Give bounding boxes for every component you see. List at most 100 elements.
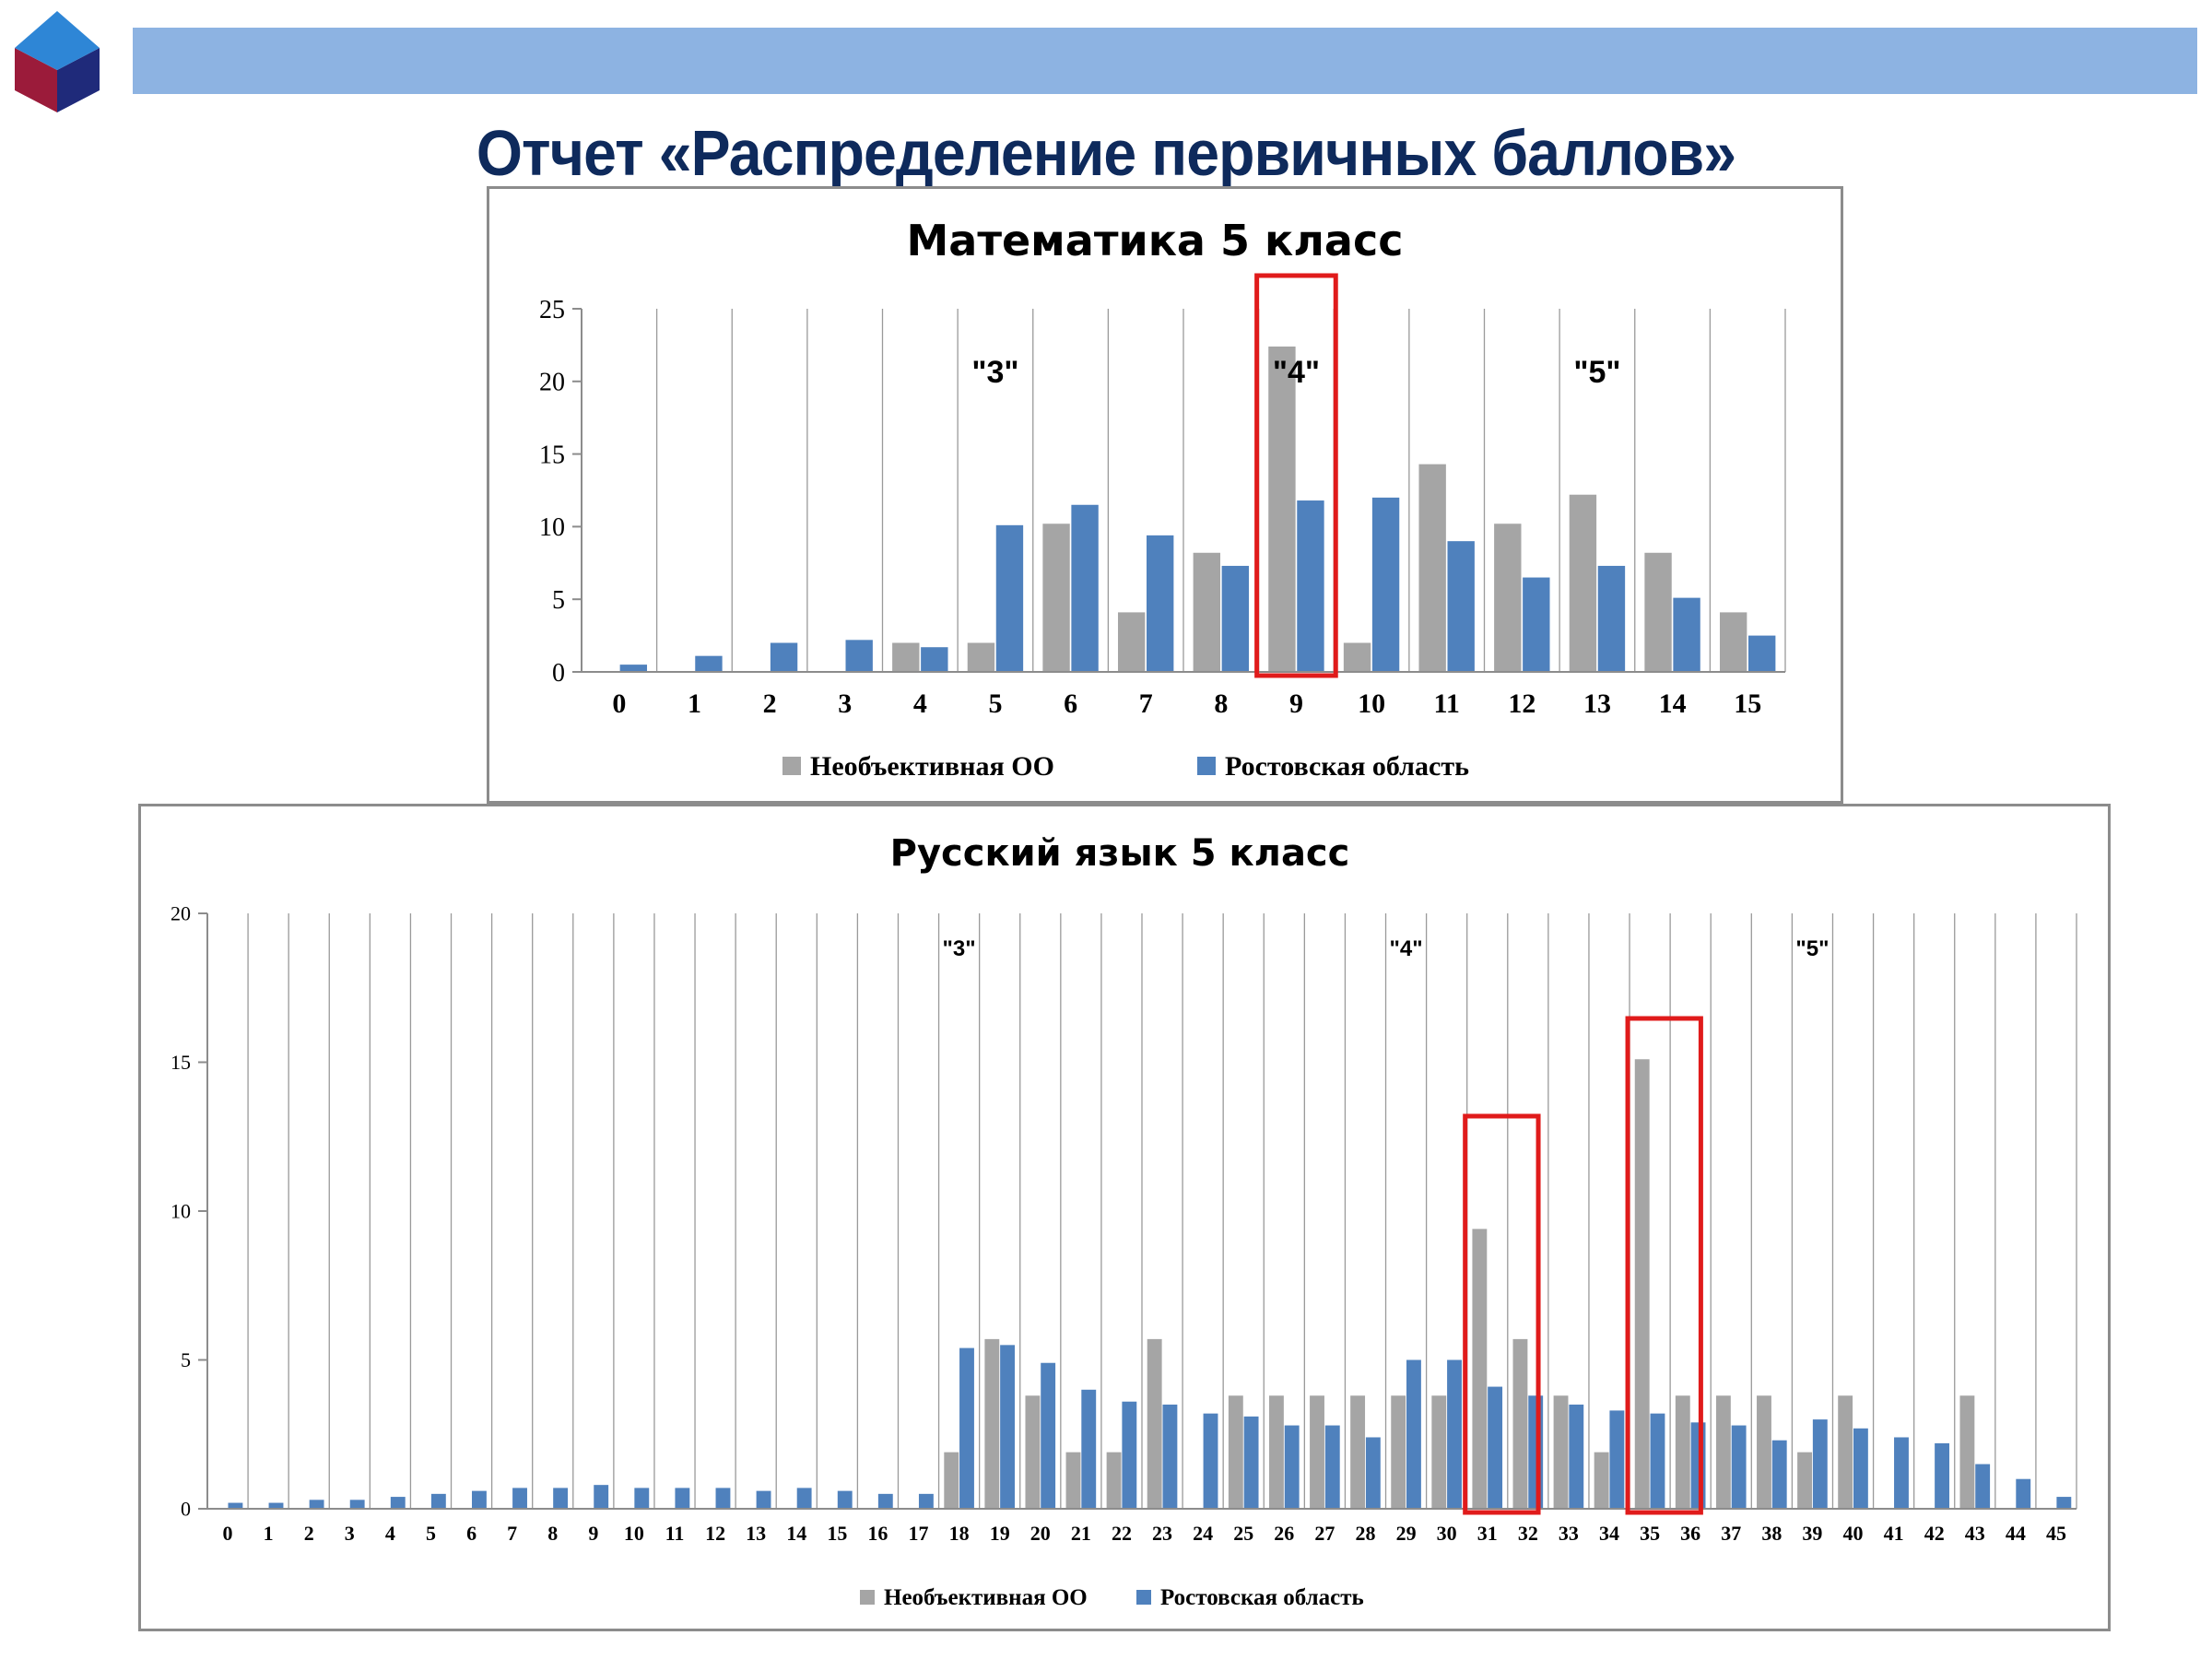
rus-x-tick-label: 27 xyxy=(1314,1522,1335,1545)
rus-x-tick-label: 18 xyxy=(949,1522,970,1545)
rus-x-tick-label: 8 xyxy=(547,1522,558,1545)
rus-bar-blue xyxy=(1162,1404,1178,1509)
math-bar-gray xyxy=(1569,494,1597,672)
russian-chart-panel: Русский язык 5 класс 0 5 10 15 20 0 1 2 3 4 5 6 7 8 9 10… xyxy=(138,804,2111,1631)
rus-x-tick-label: 13 xyxy=(746,1522,766,1545)
rus-bar-blue xyxy=(756,1490,771,1509)
rus-bar-blue xyxy=(1447,1359,1462,1509)
math-bar-gray xyxy=(1117,612,1146,672)
rus-bar-gray xyxy=(1959,1395,1975,1509)
rus-x-tick-label: 30 xyxy=(1437,1522,1457,1545)
rus-x-tick-label: 9 xyxy=(588,1522,598,1545)
rus-bar-gray xyxy=(944,1452,959,1509)
rus-bar-blue xyxy=(1081,1389,1097,1509)
cube-logo-top-face xyxy=(15,11,100,70)
rus-bar-blue xyxy=(472,1490,487,1509)
rus-bar-blue xyxy=(1894,1437,1909,1509)
math-bar-blue xyxy=(1597,565,1626,672)
rus-legend-label-blue: Ростовская область xyxy=(1160,1585,1364,1610)
math-x-tick-label: 14 xyxy=(1659,688,1687,719)
rus-bar-blue xyxy=(796,1488,812,1509)
rus-x-tick-label: 17 xyxy=(909,1522,929,1545)
rus-bar-blue xyxy=(715,1488,731,1509)
math-bar-gray xyxy=(967,642,995,672)
rus-x-tick-label: 39 xyxy=(1802,1522,1822,1545)
math-bar-blue xyxy=(695,655,723,672)
math-legend-label-blue: Ростовская область xyxy=(1225,751,1469,782)
rus-bar-blue xyxy=(1365,1437,1381,1509)
rus-y-tick-label: 10 xyxy=(171,1200,191,1223)
math-title: Математика 5 класс xyxy=(907,216,1404,265)
rus-bar-gray xyxy=(1147,1338,1162,1509)
rus-x-tick-label: 43 xyxy=(1965,1522,1985,1545)
rus-x-tick-label: 15 xyxy=(827,1522,847,1545)
rus-bar-blue xyxy=(1203,1413,1218,1509)
math-bar-gray xyxy=(1719,612,1747,672)
rus-bar-gray xyxy=(1310,1395,1324,1509)
rus-bar-blue xyxy=(1122,1401,1137,1509)
math-x-tick-label: 2 xyxy=(763,688,777,719)
rus-legend-swatch-gray xyxy=(860,1590,875,1605)
rus-bar-gray xyxy=(1268,1395,1284,1509)
rus-x-tick-label: 5 xyxy=(426,1522,436,1545)
rus-bar-blue xyxy=(390,1497,406,1509)
math-x-tick-label: 8 xyxy=(1214,688,1228,719)
rus-bar-blue xyxy=(1000,1345,1016,1509)
math-grade-label: "4" xyxy=(1273,355,1320,390)
rus-x-tick-label: 19 xyxy=(990,1522,1010,1545)
rus-x-tick-label: 38 xyxy=(1761,1522,1782,1545)
rus-x-tick-label: 11 xyxy=(665,1522,685,1545)
rus-grade-label: "4" xyxy=(1390,936,1423,961)
rus-x-tick-label: 42 xyxy=(1924,1522,1945,1545)
rus-bar-blue xyxy=(1771,1440,1787,1509)
rus-bar-blue xyxy=(2056,1497,2072,1509)
rus-bar-blue xyxy=(594,1485,609,1509)
math-bar-blue xyxy=(1071,504,1099,672)
math-grade-label: "5" xyxy=(1573,355,1620,390)
rus-x-tick-label: 37 xyxy=(1721,1522,1741,1545)
math-legend-swatch-gray xyxy=(782,757,801,775)
rus-bar-gray xyxy=(1512,1338,1528,1509)
rus-bar-gray xyxy=(1634,1059,1650,1509)
rus-grade-label: "3" xyxy=(943,936,976,961)
rus-x-tick-label: 31 xyxy=(1477,1522,1498,1545)
rus-bar-gray xyxy=(1228,1395,1243,1509)
math-chart-panel: Математика 5 класс 0 5 10 15 20 25 0 1 2 3 4 5 6 7 8 9 10… xyxy=(487,186,1843,804)
rus-highlight-frame xyxy=(1625,1016,1703,1515)
math-x-tick-label: 10 xyxy=(1358,688,1385,719)
rus-x-tick-label: 3 xyxy=(345,1522,355,1545)
math-bar-gray xyxy=(1042,524,1070,672)
rus-bar-blue xyxy=(512,1488,527,1509)
math-x-tick-label: 11 xyxy=(1434,688,1460,719)
math-x-tick-label: 3 xyxy=(838,688,852,719)
rus-x-tick-label: 14 xyxy=(786,1522,806,1545)
rus-x-tick-label: 1 xyxy=(264,1522,274,1545)
rus-x-tick-label: 20 xyxy=(1030,1522,1051,1545)
rus-x-tick-label: 24 xyxy=(1193,1522,1213,1545)
rus-highlight-frame xyxy=(1463,1113,1541,1515)
rus-y-tick-label: 20 xyxy=(171,902,191,925)
rus-x-tick-label: 26 xyxy=(1274,1522,1294,1545)
rus-bar-gray xyxy=(1594,1452,1609,1509)
rus-bar-blue xyxy=(1975,1464,1991,1509)
rus-title: Русский язык 5 класс xyxy=(890,832,1350,875)
rus-x-tick-label: 21 xyxy=(1071,1522,1091,1545)
rus-bar-blue xyxy=(1690,1422,1706,1509)
rus-bar-blue xyxy=(1853,1428,1868,1509)
math-y-tick-label: 15 xyxy=(539,441,565,469)
rus-bar-blue xyxy=(1406,1359,1421,1509)
rus-bar-gray xyxy=(1675,1395,1690,1509)
rus-x-tick-label: 22 xyxy=(1112,1522,1132,1545)
math-x-tick-label: 9 xyxy=(1289,688,1303,719)
rus-x-tick-label: 10 xyxy=(624,1522,644,1545)
rus-bar-blue xyxy=(675,1488,690,1509)
math-bar-gray xyxy=(1268,346,1296,672)
rus-x-tick-label: 36 xyxy=(1680,1522,1700,1545)
rus-x-tick-label: 4 xyxy=(385,1522,395,1545)
rus-bar-blue xyxy=(1528,1395,1544,1509)
math-y-tick-label: 10 xyxy=(539,513,565,542)
rus-x-tick-label: 2 xyxy=(304,1522,314,1545)
rus-bar-gray xyxy=(1553,1395,1569,1509)
